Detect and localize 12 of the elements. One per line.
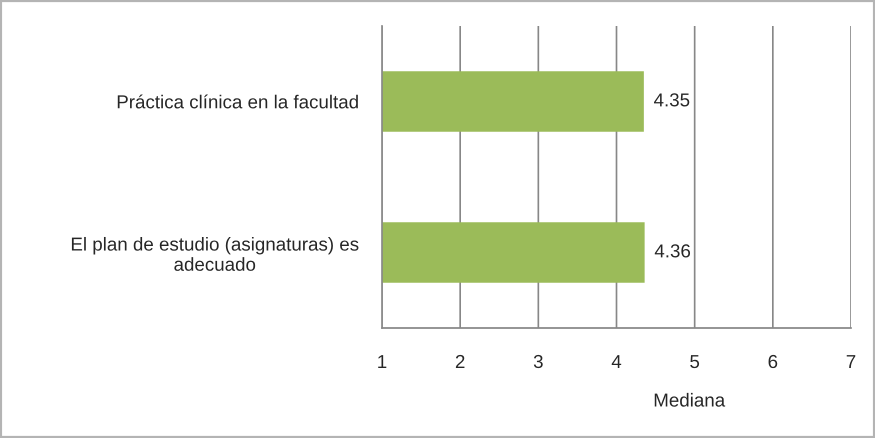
x-tick-label: 6 [768,354,778,368]
x-tick-label: 2 [456,354,464,368]
x-axis-title: Mediana [654,392,726,407]
y-tick-label: Práctica clínica en la facultad [118,94,358,108]
x-tick-label: 1 [378,355,386,368]
x-tick-label: 4 [612,355,622,368]
y-tick-label: El plan de estudio (asignaturas) es adecuado [72,236,358,271]
data-label: 4.36 [654,244,690,258]
x-tick-label: 5 [690,355,700,368]
data-label: 4.35 [654,93,690,107]
x-tick-label: 3 [534,354,543,368]
x-tick-label: 7 [846,355,856,368]
